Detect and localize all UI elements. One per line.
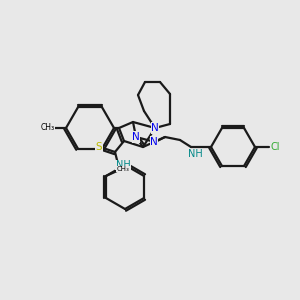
Text: N: N [132, 132, 140, 142]
Text: Cl: Cl [270, 142, 280, 152]
Text: S: S [96, 142, 102, 152]
Text: CH₃: CH₃ [41, 122, 55, 131]
Text: CH₃: CH₃ [117, 166, 129, 172]
Text: N: N [150, 137, 158, 147]
Text: NH: NH [188, 149, 202, 159]
Text: NH: NH [116, 160, 130, 170]
Text: N: N [151, 123, 159, 133]
